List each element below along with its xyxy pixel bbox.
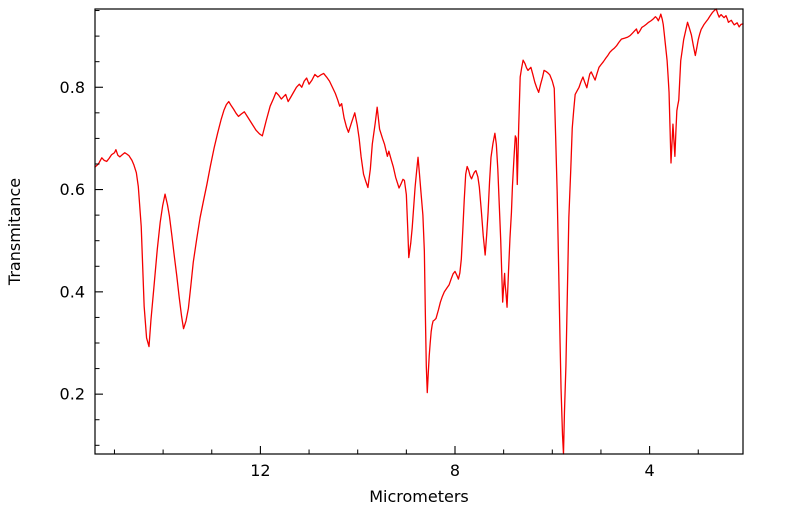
y-axis-label: Transmitance [5,178,24,286]
y-tick-label: 0.8 [60,78,85,97]
y-tick-label: 0.4 [60,282,85,301]
x-tick-label: 8 [450,461,460,480]
plot-border [94,8,744,455]
x-axis-label: Micrometers [369,487,469,506]
spectrum-line [94,8,744,455]
y-tick-label: 0.2 [60,385,85,404]
y-tick-label: 0.6 [60,180,85,199]
x-tick-label: 12 [250,461,270,480]
x-tick-label: 4 [645,461,655,480]
